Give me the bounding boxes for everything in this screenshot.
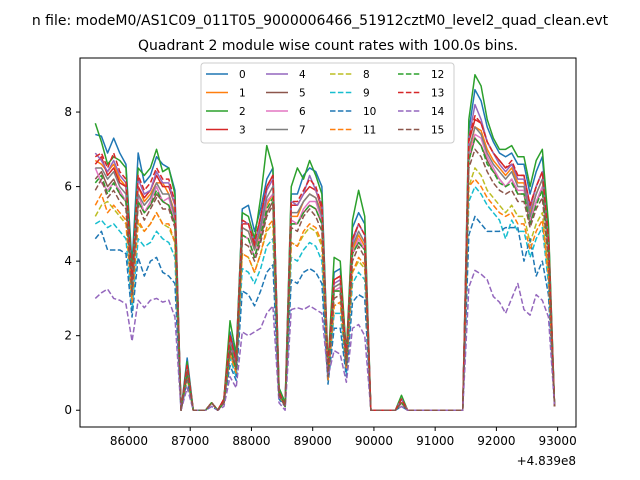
series-line-11 xyxy=(94,178,556,411)
y-tick-label: 4 xyxy=(64,254,72,268)
y-axis: 0 2 4 6 8 xyxy=(64,105,80,417)
y-tick-label: 2 xyxy=(64,329,72,343)
series-line-10 xyxy=(94,215,556,411)
x-offset-label: +4.839e8 xyxy=(517,454,576,468)
legend-label-3: 3 xyxy=(239,125,246,137)
legend-label-5: 5 xyxy=(299,88,306,100)
legend-label-12: 12 xyxy=(431,69,444,81)
legend-label-15: 15 xyxy=(431,125,444,137)
plot-lines xyxy=(94,74,556,411)
x-axis: 86000 87000 88000 89000 90000 91000 92000 93000 xyxy=(110,427,577,448)
x-tick-label: 89000 xyxy=(294,434,332,448)
series-line-15 xyxy=(94,148,556,411)
x-tick-label: 93000 xyxy=(539,434,577,448)
x-tick-label: 92000 xyxy=(477,434,515,448)
legend-label-7: 7 xyxy=(299,125,306,137)
legend-label-9: 9 xyxy=(363,88,370,100)
x-tick-label: 88000 xyxy=(232,434,270,448)
x-tick-label: 90000 xyxy=(355,434,393,448)
legend-label-6: 6 xyxy=(299,106,306,118)
series-line-13 xyxy=(94,115,556,411)
series-line-9 xyxy=(94,185,556,411)
y-tick-label: 6 xyxy=(64,180,72,194)
series-line-14 xyxy=(94,269,556,411)
legend-label-13: 13 xyxy=(431,88,444,100)
y-tick-label: 8 xyxy=(64,105,72,119)
y-tick-label: 0 xyxy=(64,403,72,417)
legend-label-8: 8 xyxy=(363,69,370,81)
x-tick-label: 86000 xyxy=(110,434,148,448)
x-tick-label: 91000 xyxy=(416,434,454,448)
figure-suptitle: n file: modeM0/AS1C09_011T05_9000006466_… xyxy=(32,13,609,29)
chart-title: Quadrant 2 module wise count rates with … xyxy=(138,38,518,54)
legend-label-10: 10 xyxy=(363,106,376,118)
legend-label-0: 0 xyxy=(239,69,246,81)
legend-label-14: 14 xyxy=(431,106,445,118)
legend-box xyxy=(200,62,455,144)
legend-label-4: 4 xyxy=(299,69,306,81)
legend-label-2: 2 xyxy=(239,106,246,118)
plot-frame xyxy=(79,57,577,428)
legend-label-1: 1 xyxy=(239,88,246,100)
legend-label-11: 11 xyxy=(363,125,376,137)
x-tick-label: 87000 xyxy=(171,434,209,448)
